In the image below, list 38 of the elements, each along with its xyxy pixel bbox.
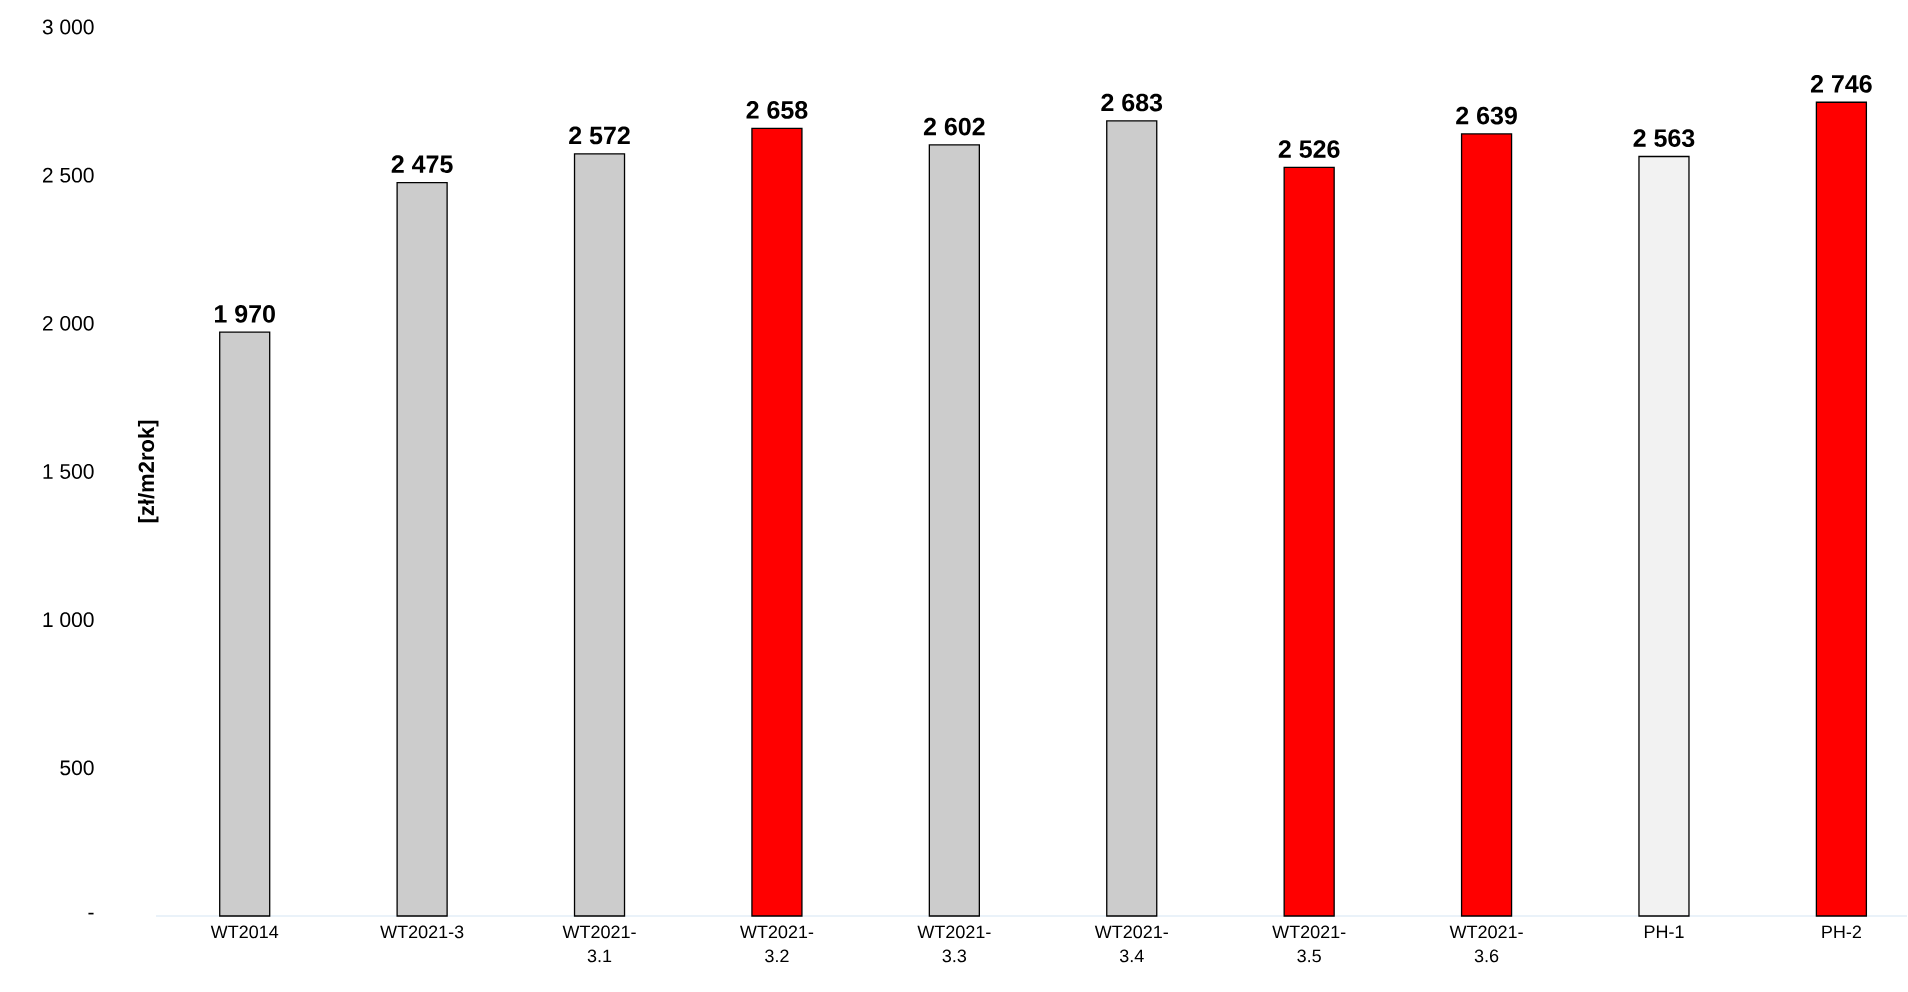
y-tick-label: 3 000 xyxy=(42,19,94,35)
x-tick-label: WT2021-3.1 xyxy=(562,925,636,963)
x-tick-label: WT2021-3.6 xyxy=(1449,925,1523,963)
bar xyxy=(1815,101,1868,917)
bar xyxy=(1106,120,1158,917)
x-tick-label: WT2021-3.2 xyxy=(740,925,814,963)
data-label: 2 639 xyxy=(1456,106,1517,125)
y-tick-label: 2 000 xyxy=(42,315,94,331)
y-axis-title: [zł/m2rok] xyxy=(137,420,159,523)
bar xyxy=(396,181,448,917)
x-tick-label: PH-1 xyxy=(1644,925,1684,938)
bar xyxy=(928,144,980,917)
data-label: 2 475 xyxy=(391,155,453,174)
data-label: 2 602 xyxy=(923,117,985,136)
y-tick-label: - xyxy=(88,912,94,915)
data-label: 2 526 xyxy=(1278,140,1340,158)
x-tick-label: WT2021-3.3 xyxy=(917,925,991,963)
x-tick-label: WT2014 xyxy=(210,925,279,939)
y-tick-label: 1 000 xyxy=(43,612,94,628)
bar xyxy=(1460,133,1513,917)
bar xyxy=(219,331,271,917)
y-tick-label: 500 xyxy=(60,760,94,776)
bar xyxy=(1283,166,1335,917)
data-label: 1 970 xyxy=(215,304,275,323)
bar xyxy=(1638,155,1690,917)
data-label: 2 683 xyxy=(1101,93,1163,112)
x-tick-label: WT2021-3.4 xyxy=(1094,925,1168,963)
data-label: 2 746 xyxy=(1810,75,1872,93)
x-tick-label: WT2021-3.5 xyxy=(1272,925,1346,963)
x-tick-label: WT2021-3 xyxy=(380,925,464,939)
bar xyxy=(573,153,626,917)
data-label: 2 563 xyxy=(1633,129,1695,147)
bar xyxy=(751,127,803,917)
data-label: 2 658 xyxy=(746,101,808,119)
data-label: 2 572 xyxy=(569,126,630,145)
y-tick-label: 1 500 xyxy=(43,464,94,479)
x-tick-label: PH-2 xyxy=(1822,925,1861,939)
y-tick-label: 2 500 xyxy=(42,167,94,183)
